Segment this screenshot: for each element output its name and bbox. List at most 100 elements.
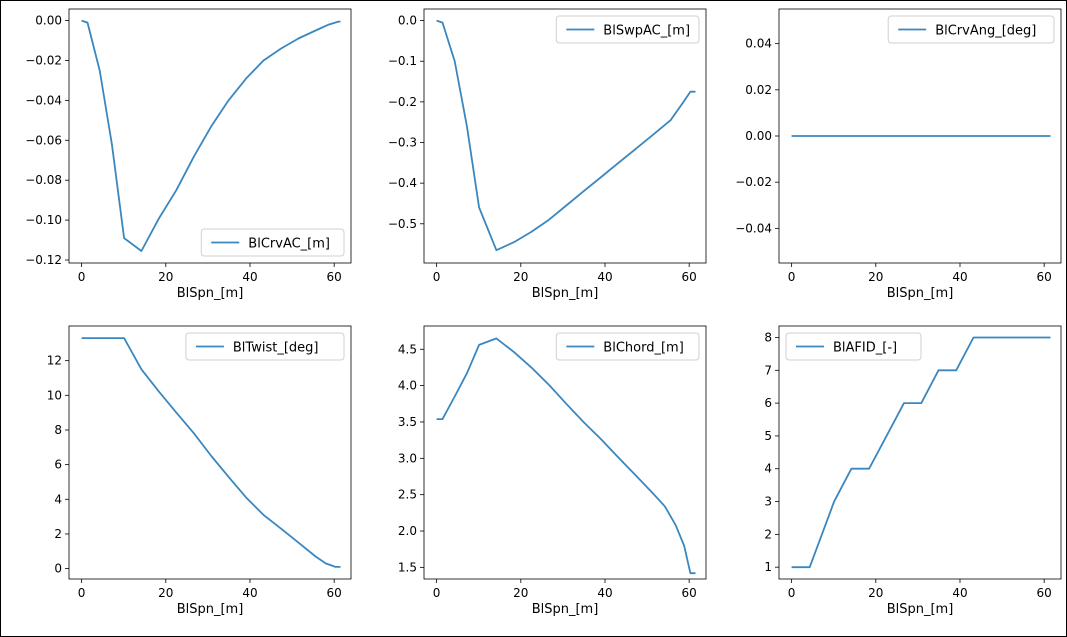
y-tick-label: −0.08	[25, 173, 62, 187]
legend-box	[185, 332, 345, 361]
x-axis-label: BlSpn_[m]	[177, 602, 244, 617]
y-tick-label: 10	[47, 388, 62, 402]
y-tick-label: 0.02	[745, 83, 772, 97]
y-tick-label: −0.10	[25, 213, 62, 227]
y-tick-label: −0.02	[735, 175, 772, 189]
y-tick-label: 2.0	[398, 524, 417, 538]
legend-2: BlSwpAC_[m]	[555, 15, 700, 44]
legend-label: BlCrvAng_[deg]	[935, 24, 1036, 39]
axes-frame-1	[68, 8, 352, 264]
y-tick-label: −0.02	[25, 53, 62, 67]
legend-5: BlChord_[m]	[555, 332, 700, 361]
x-tick-label: 40	[952, 586, 967, 600]
x-tick-label: 0	[78, 586, 86, 600]
y-tick-label: 4.0	[398, 379, 417, 393]
axes-frame-6	[778, 325, 1062, 580]
legend-box	[785, 332, 922, 361]
x-axis-label: BlSpn_[m]	[887, 286, 954, 301]
y-tick-label: 0.00	[745, 129, 772, 143]
series-line-1	[81, 19, 341, 252]
x-tick-label: 0	[788, 270, 796, 284]
y-tick-label: 4	[54, 492, 62, 506]
axes-frame-5	[423, 325, 707, 580]
y-tick-label: 4	[764, 462, 772, 476]
y-tick-label: 0.04	[745, 37, 772, 51]
y-tick-label: 6	[54, 458, 62, 472]
y-tick-label: −0.12	[25, 253, 62, 267]
y-tick-label: 4.5	[398, 342, 417, 356]
y-tick-label: 2.5	[398, 488, 417, 502]
x-tick-label: 20	[868, 586, 883, 600]
x-tick-label: 40	[952, 270, 967, 284]
y-tick-label: −0.4	[388, 176, 417, 190]
y-tick-label: 1.5	[398, 560, 417, 574]
y-tick-label: 2	[764, 527, 772, 541]
x-tick-label: 20	[158, 270, 173, 284]
y-tick-label: 3.0	[398, 451, 417, 465]
x-tick-label: 0	[433, 586, 441, 600]
x-axis-label: BlSpn_[m]	[532, 286, 599, 301]
y-tick-label: −0.04	[25, 93, 62, 107]
x-tick-label: 60	[682, 586, 697, 600]
x-tick-label: 20	[513, 270, 528, 284]
subplot-5: 0 20 40 60 1.5 2.0 2.5 3.0 3.5 4.0 4.5 BlSpn_[m] BlC…	[398, 325, 707, 617]
series-line-2	[436, 19, 696, 252]
y-tick-label: 8	[54, 423, 62, 437]
legend-label: BlCrvAC_[m]	[248, 237, 330, 252]
x-tick-label: 40	[597, 586, 612, 600]
y-tick-label: 3.5	[398, 415, 417, 429]
legend-box	[555, 332, 700, 361]
y-tick-label: −0.04	[735, 221, 772, 235]
x-tick-label: 60	[1037, 586, 1052, 600]
subplot-1: 0 20 40 60 0.00 −0.02 −0.04 −0.06 −0.08 −0.10 −0.1…	[25, 8, 352, 301]
x-tick-label: 0	[433, 270, 441, 284]
y-tick-label: 0	[54, 562, 62, 576]
legend-label: BlSwpAC_[m]	[603, 24, 690, 39]
legend-box	[200, 228, 345, 257]
y-tick-label: 8	[764, 330, 772, 344]
axes-frame-4	[68, 325, 352, 580]
x-tick-label: 40	[242, 586, 257, 600]
y-tick-label: −0.5	[388, 217, 417, 231]
subplot-6: 0 20 40 60 1 2 3 4 5 6 7 8 BlSpn_[m] BlAFID_[-]	[764, 325, 1062, 617]
y-tick-label: 6	[764, 396, 772, 410]
y-tick-label: 2	[54, 527, 62, 541]
x-tick-label: 0	[788, 586, 796, 600]
y-tick-label: 1	[764, 560, 772, 574]
series-line-5	[436, 337, 696, 575]
y-tick-label: −0.2	[388, 95, 417, 109]
series-line-4	[81, 337, 341, 568]
legend-4: BlTwist_[deg]	[185, 332, 345, 361]
x-tick-label: 60	[682, 270, 697, 284]
y-tick-label: 12	[47, 354, 62, 368]
x-tick-label: 60	[327, 270, 342, 284]
y-tick-label: 0.0	[398, 14, 417, 28]
y-tick-label: 3	[764, 495, 772, 509]
subplot-3: 0 20 40 60 0.04 0.02 0.00 −0.02 −0.04 BlSpn_[m] Bl…	[735, 8, 1062, 301]
legend-6: BlAFID_[-]	[785, 332, 922, 361]
y-tick-label: −0.1	[388, 54, 417, 68]
subplot-2: 0 20 40 60 0.0 −0.1 −0.2 −0.3 −0.4 −0.5 BlSpn_[m] B…	[388, 8, 707, 301]
series-line-6	[791, 336, 1051, 569]
x-tick-label: 40	[242, 270, 257, 284]
x-tick-label: 20	[513, 586, 528, 600]
subplot-4: 0 20 40 60 0 2 4 6 8 10 12 BlSpn_[m] BlTwist_[deg]	[47, 325, 352, 617]
legend-box	[555, 15, 700, 44]
legend-1: BlCrvAC_[m]	[200, 228, 345, 257]
y-tick-label: −0.3	[388, 136, 417, 150]
x-tick-label: 20	[868, 270, 883, 284]
legend-label: BlAFID_[-]	[833, 341, 897, 356]
y-tick-label: −0.06	[25, 133, 62, 147]
legend-label: BlChord_[m]	[603, 341, 683, 356]
legend-box	[887, 15, 1055, 44]
y-tick-label: 7	[764, 363, 772, 377]
x-tick-label: 40	[597, 270, 612, 284]
x-tick-label: 60	[1037, 270, 1052, 284]
x-axis-label: BlSpn_[m]	[177, 286, 244, 301]
x-tick-label: 60	[327, 586, 342, 600]
y-tick-label: 5	[764, 429, 772, 443]
x-tick-label: 20	[158, 586, 173, 600]
x-axis-label: BlSpn_[m]	[887, 602, 954, 617]
y-tick-label: 0.00	[35, 14, 62, 28]
